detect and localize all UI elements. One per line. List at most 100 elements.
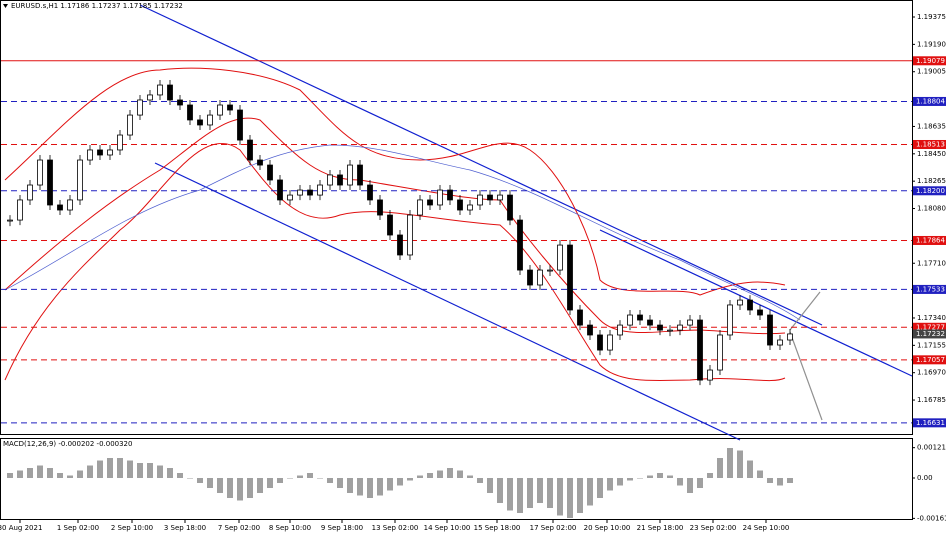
macd-bar xyxy=(87,465,93,478)
y-tick-label: 1.18635 xyxy=(917,122,946,130)
candle-body xyxy=(307,189,313,196)
level-box xyxy=(913,186,946,196)
y-tick-label: 1.19375 xyxy=(917,13,946,21)
candle-body xyxy=(177,99,183,106)
level-box xyxy=(913,139,946,149)
candle-body xyxy=(137,99,143,116)
level-label: 1.17864 xyxy=(916,236,945,244)
candle-body xyxy=(777,339,783,346)
candle-body xyxy=(487,194,493,201)
level-box xyxy=(913,418,946,428)
macd-bar xyxy=(37,465,43,478)
candle-body xyxy=(407,214,413,256)
candle-body xyxy=(477,194,483,206)
current-price-box xyxy=(913,329,946,339)
candle-body xyxy=(537,269,543,286)
y-tick-label: 1.19005 xyxy=(917,68,946,76)
candle-body xyxy=(77,159,83,201)
main-pane xyxy=(0,0,913,435)
macd-bar xyxy=(727,448,733,478)
macd-bar xyxy=(17,470,23,478)
x-tick-label: 9 Sep 18:00 xyxy=(321,524,363,532)
macd-bar xyxy=(307,473,313,478)
macd-bar xyxy=(97,460,103,478)
candle-body xyxy=(247,139,253,161)
overlays xyxy=(4,4,913,441)
channel-upper xyxy=(139,4,823,326)
candle-body xyxy=(107,149,113,156)
candle-body xyxy=(737,299,743,306)
level-box xyxy=(913,56,946,66)
macd-y-tick-label: 0.00 xyxy=(917,474,933,482)
macd-bar xyxy=(787,478,793,483)
x-tick-label: 14 Sep 10:00 xyxy=(424,524,471,532)
candle-body xyxy=(697,319,703,381)
macd-bar xyxy=(747,460,753,478)
y-tick-label: 1.17710 xyxy=(917,259,946,267)
macd-bar xyxy=(707,473,713,478)
macd-bar xyxy=(487,478,493,493)
macd-bar xyxy=(377,478,383,496)
macd-bar xyxy=(767,478,773,483)
macd-bar xyxy=(357,478,363,496)
x-tick-label: 24 Sep 10:00 xyxy=(743,524,790,532)
macd-bar xyxy=(77,470,83,478)
candle-body xyxy=(57,204,63,211)
level-label: 1.17057 xyxy=(916,356,945,364)
candle-body xyxy=(617,324,623,336)
macd-bar xyxy=(557,478,563,516)
candle-body xyxy=(677,324,683,331)
macd-bar xyxy=(317,478,323,479)
macd-y-tick-label: 0.001213 xyxy=(917,444,946,452)
macd-bar xyxy=(527,478,533,508)
macd-bar xyxy=(437,470,443,478)
level-label: 1.18804 xyxy=(916,97,945,105)
macd-bar xyxy=(367,478,373,498)
candle-body xyxy=(417,199,423,216)
candle-body xyxy=(457,199,463,211)
candle-body xyxy=(147,94,153,101)
macd-bar xyxy=(587,478,593,506)
level-label: 1.18200 xyxy=(916,187,945,195)
macd-bar xyxy=(7,473,13,478)
macd-bar xyxy=(677,478,683,486)
candle-body xyxy=(277,179,283,201)
macd-bar xyxy=(207,478,213,488)
macd-bar xyxy=(447,468,453,478)
macd-bar xyxy=(397,478,403,486)
macd-bar xyxy=(67,475,73,478)
candle-body xyxy=(747,299,753,311)
candle-body xyxy=(327,174,333,186)
macd-bar xyxy=(687,478,693,493)
macd-bar xyxy=(537,478,543,503)
candle-body xyxy=(67,199,73,211)
candle-body xyxy=(667,329,673,332)
macd-bar xyxy=(657,473,663,478)
y-tick-label: 1.16785 xyxy=(917,396,946,404)
band-middle xyxy=(4,117,786,335)
macd-pane xyxy=(0,438,913,520)
candle-body xyxy=(357,164,363,186)
candle-body xyxy=(37,159,43,186)
candle-body xyxy=(497,194,503,201)
y-tick-label: 1.19190 xyxy=(917,40,946,48)
x-tick-label: 20 Sep 10:00 xyxy=(584,524,631,532)
macd-bar xyxy=(297,475,303,478)
level-label: 1.19079 xyxy=(916,57,945,65)
candle-body xyxy=(447,189,453,201)
x-tick-label: 7 Sep 02:00 xyxy=(218,524,260,532)
macd-bar xyxy=(107,458,113,478)
macd-bar xyxy=(347,478,353,493)
candle-body xyxy=(197,119,203,126)
macd-bar xyxy=(267,478,273,488)
macd-bar xyxy=(247,478,253,498)
candle-body xyxy=(647,319,653,326)
level-label: 1.18513 xyxy=(916,140,945,148)
candle-body xyxy=(547,269,553,272)
x-tick-label: 1 Sep 02:00 xyxy=(57,524,99,532)
macd-bar xyxy=(597,478,603,498)
chart-title: EURUSD.s,H1 1.17186 1.17237 1.17185 1.17… xyxy=(11,2,183,10)
x-tick-label: 2 Sep 10:00 xyxy=(111,524,153,532)
channel-lower xyxy=(154,162,741,441)
